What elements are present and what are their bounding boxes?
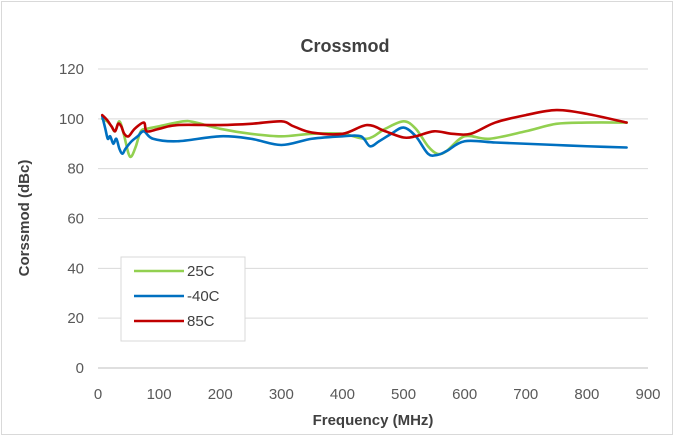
series-line-85c (100, 108, 628, 140)
y-tick-label: 80 (67, 161, 84, 178)
y-tick-label: 60 (67, 211, 84, 228)
x-tick-label: 0 (94, 386, 102, 403)
x-tick-label: 300 (269, 386, 294, 403)
legend-box (120, 256, 246, 342)
series-lines (100, 108, 628, 159)
x-tick-label: 500 (391, 386, 416, 403)
legend-label: -40C (187, 288, 220, 305)
y-tick-label: 0 (76, 360, 84, 377)
y-tick-label: 100 (59, 111, 84, 128)
x-tick-label: 200 (208, 386, 233, 403)
legend-label: 25C (187, 263, 215, 280)
legend-label: 85C (187, 313, 215, 330)
y-tick-label: 20 (67, 310, 84, 327)
legend: 25C -40C 85C (120, 256, 246, 342)
x-tick-label: 900 (635, 386, 660, 403)
x-tick-label: 800 (574, 386, 599, 403)
y-tick-label: 40 (67, 260, 84, 277)
y-tick-label: 120 (59, 61, 84, 78)
x-tick-labels: 0 100 200 300 400 500 600 700 800 900 (94, 386, 661, 403)
x-tick-label: 600 (452, 386, 477, 403)
y-axis-label: Corssmod (dBc) (16, 160, 33, 277)
series-line-40c (100, 115, 628, 157)
x-tick-label: 700 (513, 386, 538, 403)
y-tick-labels: 0 20 40 60 80 100 120 (59, 61, 84, 377)
x-tick-label: 100 (147, 386, 172, 403)
chart-title: Crossmod (300, 36, 389, 56)
x-tick-label: 400 (330, 386, 355, 403)
x-axis-label: Frequency (MHz) (313, 412, 434, 429)
